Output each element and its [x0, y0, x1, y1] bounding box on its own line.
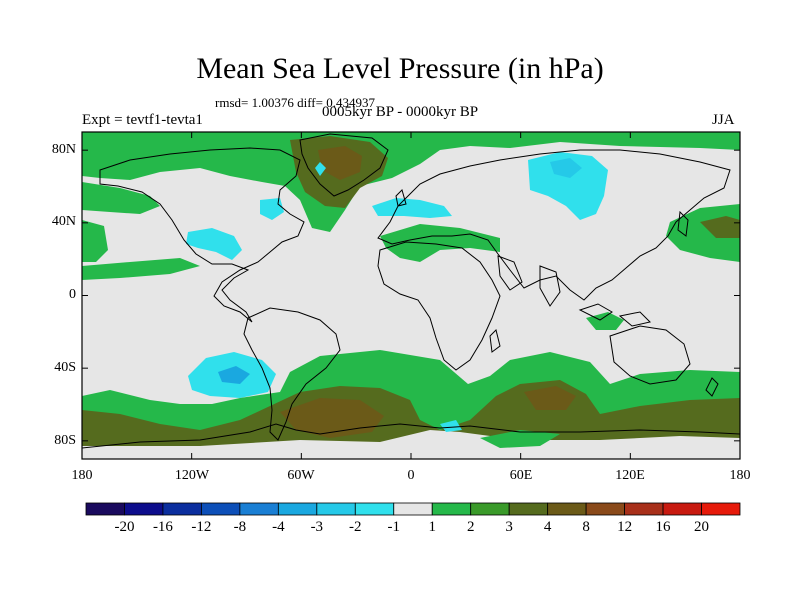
contour-cyan-siberia: [528, 152, 608, 220]
colorbar-label: 8: [582, 519, 590, 535]
lon-label-120w: 120W: [174, 468, 210, 483]
lat-label-40s: 40S: [54, 360, 76, 375]
colorbar-label: -20: [114, 519, 135, 535]
colorbar-label: -4: [272, 519, 285, 535]
contour-green-antarctic: [480, 430, 560, 448]
colorbar: [85, 502, 741, 516]
period-label: 0005kyr BP - 0000kyr BP: [322, 104, 479, 120]
colorbar-label: 3: [505, 519, 513, 535]
colorbar-label: -16: [152, 519, 173, 535]
colorbar-label: 20: [694, 519, 710, 535]
colorbar-swatch: [354, 502, 395, 516]
lon-label-180-west: 180: [71, 468, 93, 483]
lat-label-80s: 80S: [54, 433, 76, 448]
colorbar-label: 16: [655, 519, 671, 535]
experiment-label: Expt = tevtf1-tevta1: [82, 112, 203, 128]
colorbar-label: 4: [543, 519, 552, 535]
colorbar-swatch: [316, 502, 356, 516]
lat-label-40n: 40N: [51, 214, 76, 229]
colorbar-swatch: [393, 502, 433, 516]
colorbar-label: -12: [191, 519, 212, 535]
colorbar-swatch: [431, 502, 472, 516]
map-panel: [82, 132, 740, 459]
lon-label-60w: 60W: [287, 468, 315, 483]
colorbar-swatch: [624, 502, 664, 516]
colorbar-label: -3: [310, 519, 324, 535]
colorbar-swatch: [162, 502, 202, 516]
contour-cyan-greenland: [315, 162, 326, 176]
colorbar-swatch: [201, 502, 241, 516]
contour-green-arctic: [82, 132, 740, 232]
colorbar-swatch: [508, 502, 549, 516]
colorbar-swatch: [585, 502, 625, 516]
colorbar-swatch: [547, 502, 587, 516]
contour-green-epacific: [82, 258, 200, 280]
contour-brown-greenland: [318, 146, 362, 180]
colorbar-swatch: [277, 502, 318, 516]
map-title: Mean Sea Level Pressure (in hPa): [196, 52, 604, 85]
lon-label-60e: 60E: [509, 468, 533, 483]
colorbar-swatch: [239, 502, 279, 516]
colorbar-swatch: [701, 502, 741, 516]
lat-label-80n: 80N: [51, 142, 76, 157]
contour-green-wpacific-left: [82, 220, 108, 262]
contour-green-wpacific-small: [586, 312, 624, 330]
colorbar-swatch: [85, 502, 125, 516]
colorbar-label: 12: [617, 519, 633, 535]
colorbar-label: -2: [349, 519, 362, 535]
colorbar-label: -1: [387, 519, 401, 535]
axis-ticks: [81, 132, 741, 459]
contour-neutral-antarctic: [82, 430, 740, 459]
colorbar-swatch: [662, 502, 702, 516]
contour-brown-southern-east: [524, 386, 576, 410]
contour-cyan-europe: [372, 198, 452, 218]
lon-label-180-east: 180: [729, 468, 751, 483]
colorbar-label: 1: [428, 519, 436, 535]
contour-olive-nwpacific: [700, 216, 740, 238]
contour-cyan-usa: [186, 228, 242, 260]
colorbar-swatch: [470, 502, 510, 516]
contour-olive-southern: [82, 380, 740, 459]
colorbar-swatch: [124, 502, 164, 516]
coastlines: [82, 133, 740, 449]
stats-line: rmsd= 1.00376 diff= 0.434937: [215, 95, 375, 110]
contour-green-npacific: [82, 182, 160, 214]
contour-cyan-spacific-core: [218, 366, 250, 384]
contour-cyan-siberia-core: [550, 158, 582, 178]
lat-label-0: 0: [69, 287, 76, 302]
lon-label-120e: 120E: [615, 468, 645, 483]
contour-cyan-antarctic: [440, 420, 462, 432]
colorbar-label: -8: [233, 519, 247, 535]
lon-label-0: 0: [407, 468, 415, 483]
colorbar-label: 2: [466, 519, 475, 535]
season-label: JJA: [712, 112, 735, 128]
